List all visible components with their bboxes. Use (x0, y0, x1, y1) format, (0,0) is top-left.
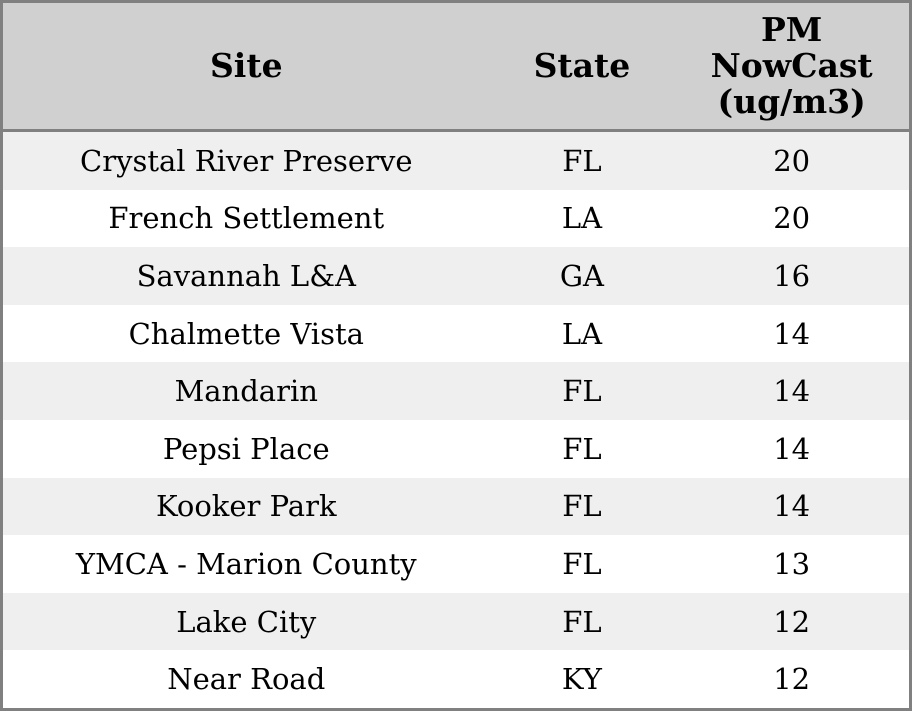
table-row: Kooker Park FL 14 (3, 477, 909, 536)
cell-state: FL (562, 374, 602, 409)
header-state-label: State (533, 45, 631, 85)
cell-state: FL (562, 143, 602, 178)
table-row: French Settlement LA 20 (3, 189, 909, 248)
cell-site: Crystal River Preserve (80, 143, 413, 178)
table-header-row: Site State PM NowCast (ug/m3) (3, 3, 909, 132)
cell-site: Near Road (167, 662, 326, 697)
cell-pm: 14 (773, 316, 811, 351)
cell-pm: 12 (773, 662, 811, 697)
cell-state: FL (562, 546, 602, 581)
cell-pm: 14 (773, 431, 811, 466)
table-row: Savannah L&A GA 16 (3, 247, 909, 305)
cell-pm: 13 (773, 546, 811, 581)
cell-pm: 16 (773, 258, 811, 293)
cell-site: Pepsi Place (162, 431, 330, 466)
table-row: Mandarin FL 14 (3, 362, 909, 420)
cell-state: LA (561, 316, 603, 351)
cell-site: Mandarin (174, 374, 318, 409)
table-row: Chalmette Vista LA 14 (3, 304, 909, 363)
cell-pm: 12 (773, 604, 811, 639)
cell-pm: 20 (773, 201, 811, 236)
cell-state: LA (561, 201, 603, 236)
cell-site: Savannah L&A (136, 258, 356, 293)
cell-state: FL (562, 489, 602, 524)
table-row: Crystal River Preserve FL 20 (3, 132, 909, 190)
table-row: Pepsi Place FL 14 (3, 419, 909, 478)
cell-site: Chalmette Vista (128, 316, 364, 351)
cell-state: GA (559, 258, 604, 293)
cell-state: FL (562, 431, 602, 466)
header-site-label: Site (209, 45, 283, 85)
cell-site: Kooker Park (155, 489, 337, 524)
cell-state: KY (561, 662, 602, 697)
header-cell-state: State (490, 45, 675, 85)
cell-site: Lake City (176, 604, 317, 639)
table-body: Crystal River Preserve FL 20 French Sett… (3, 132, 909, 708)
cell-pm: 20 (773, 143, 811, 178)
header-cell-pm: PM NowCast (ug/m3) (674, 9, 909, 122)
cell-state: FL (562, 604, 602, 639)
cell-pm: 14 (773, 489, 811, 524)
cell-site: YMCA - Marion County (75, 546, 417, 581)
table-row: Near Road KY 12 (3, 650, 909, 708)
table-row: YMCA - Marion County FL 13 (3, 535, 909, 593)
header-pm-label: PM NowCast (ug/m3) (710, 9, 873, 122)
cell-site: French Settlement (108, 201, 385, 236)
header-cell-site: Site (3, 45, 490, 85)
table-row: Lake City FL 12 (3, 592, 909, 651)
cell-pm: 14 (773, 374, 811, 409)
